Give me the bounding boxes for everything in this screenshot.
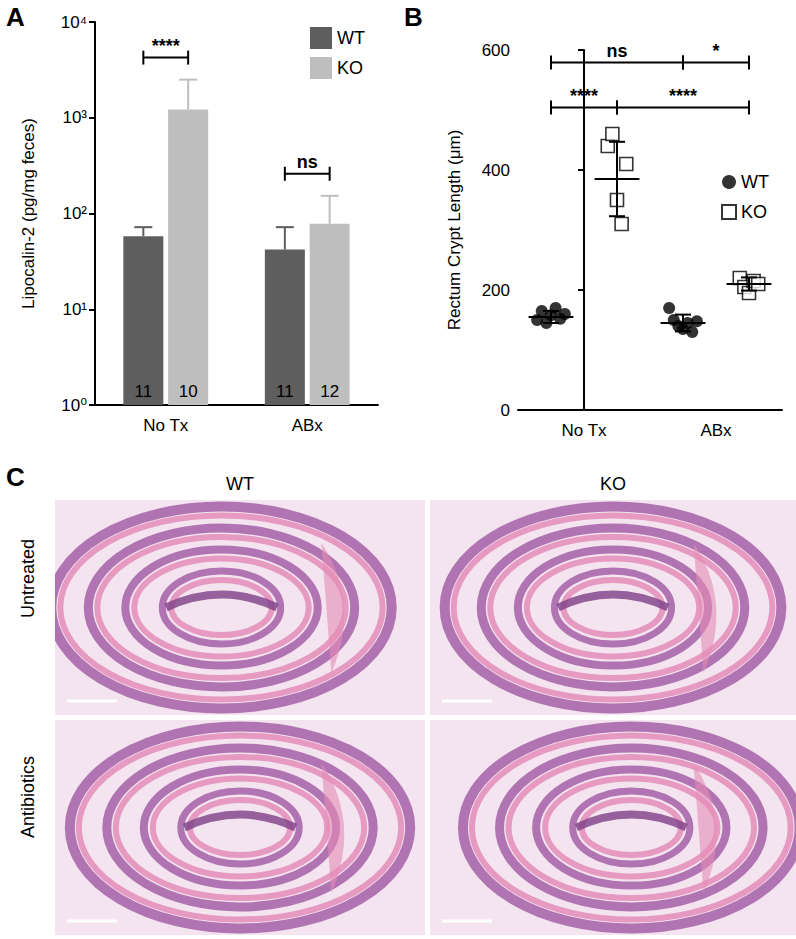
svg-text:10¹: 10¹	[62, 300, 87, 319]
html-text:KO: KO	[600, 474, 626, 494]
html-text:Antibiotics: Antibiotics	[18, 756, 38, 838]
svg-text:200: 200	[482, 281, 510, 300]
svg-text:10³: 10³	[62, 108, 87, 127]
svg-text:10: 10	[179, 382, 198, 401]
svg-text:ABx: ABx	[700, 421, 732, 440]
html-text:Untreated: Untreated	[18, 538, 38, 618]
svg-text:*: *	[712, 41, 719, 61]
svg-text:ns: ns	[297, 152, 318, 172]
svg-text:10⁴: 10⁴	[61, 13, 87, 32]
svg-text:Lipocalin-2 (pg/mg feces): Lipocalin-2 (pg/mg feces)	[19, 118, 38, 309]
html-text:C: C	[6, 462, 25, 492]
svg-text:11: 11	[276, 382, 294, 401]
svg-text:WT: WT	[741, 172, 769, 192]
svg-text:KO: KO	[741, 202, 767, 222]
svg-text:12: 12	[320, 382, 339, 401]
html-text:WT: WT	[226, 474, 254, 494]
svg-text:10²: 10²	[62, 204, 87, 223]
svg-text:****: ****	[669, 86, 697, 106]
html-text:A: A	[6, 2, 25, 32]
svg-text:11: 11	[135, 382, 153, 401]
svg-text:600: 600	[482, 41, 510, 60]
svg-text:No Tx: No Tx	[561, 421, 607, 440]
html-text:B: B	[404, 2, 423, 32]
svg-text:ABx: ABx	[292, 416, 324, 435]
svg-text:0: 0	[501, 401, 510, 420]
svg-text:Rectum Crypt Length (μm): Rectum Crypt Length (μm)	[445, 130, 464, 331]
svg-text:KO: KO	[337, 58, 363, 78]
svg-text:****: ****	[570, 86, 598, 106]
svg-text:WT: WT	[337, 28, 365, 48]
svg-text:400: 400	[482, 161, 510, 180]
svg-text:No Tx: No Tx	[143, 416, 189, 435]
svg-text:ns: ns	[606, 41, 627, 61]
svg-text:10⁰: 10⁰	[61, 396, 87, 415]
svg-text:****: ****	[152, 36, 180, 56]
